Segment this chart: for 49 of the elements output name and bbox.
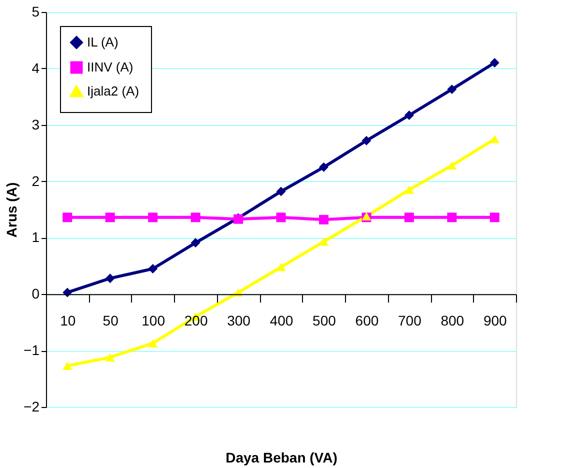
point bbox=[190, 212, 200, 222]
point bbox=[318, 162, 328, 172]
y-tick-label: 4 bbox=[32, 60, 40, 76]
point bbox=[276, 186, 286, 196]
point bbox=[318, 214, 328, 224]
point bbox=[62, 362, 72, 370]
point bbox=[148, 339, 158, 348]
x-tick-label: 500 bbox=[312, 312, 336, 329]
point bbox=[148, 212, 158, 222]
point bbox=[447, 212, 457, 222]
y-axis-title: Arus (A) bbox=[4, 182, 20, 238]
point bbox=[447, 161, 457, 170]
x-tick-label: 700 bbox=[398, 312, 422, 329]
point bbox=[148, 264, 158, 274]
point bbox=[362, 136, 372, 146]
legend-label: IINV (A) bbox=[87, 60, 134, 74]
x-tick-label: 100 bbox=[142, 312, 166, 329]
point bbox=[276, 262, 286, 272]
y-tick-label: 2 bbox=[32, 172, 40, 189]
x-axis-title: Daya Beban (VA) bbox=[226, 450, 338, 466]
x-tick-label: 400 bbox=[270, 312, 294, 329]
point bbox=[318, 238, 328, 246]
y-tick-label: 3 bbox=[32, 116, 40, 132]
x-tick-label: 600 bbox=[355, 312, 379, 329]
x-tick-label: 800 bbox=[440, 312, 464, 329]
point bbox=[190, 238, 200, 248]
point bbox=[404, 212, 414, 222]
point bbox=[62, 212, 72, 222]
x-tick-label: 900 bbox=[483, 312, 508, 329]
point bbox=[490, 134, 500, 144]
y-tick-label: 5 bbox=[32, 4, 40, 20]
point bbox=[105, 274, 115, 284]
legend-label: Ijala2 (A) bbox=[87, 84, 140, 98]
point bbox=[404, 110, 414, 120]
point bbox=[105, 353, 115, 362]
y-tick-label: 1 bbox=[32, 229, 40, 246]
y-tick-label: 0 bbox=[32, 286, 40, 302]
point bbox=[105, 212, 115, 222]
y-tick-label: −2 bbox=[24, 398, 40, 414]
point bbox=[447, 84, 457, 94]
point bbox=[490, 58, 500, 68]
legend-label: IL (A) bbox=[87, 34, 118, 50]
point bbox=[276, 212, 286, 222]
x-tick-label: 50 bbox=[102, 312, 119, 329]
point bbox=[404, 186, 414, 194]
point bbox=[490, 212, 500, 222]
x-tick-label: 10 bbox=[60, 312, 76, 329]
y-tick-label: −1 bbox=[24, 342, 40, 358]
x-tick-label: 300 bbox=[227, 312, 251, 329]
